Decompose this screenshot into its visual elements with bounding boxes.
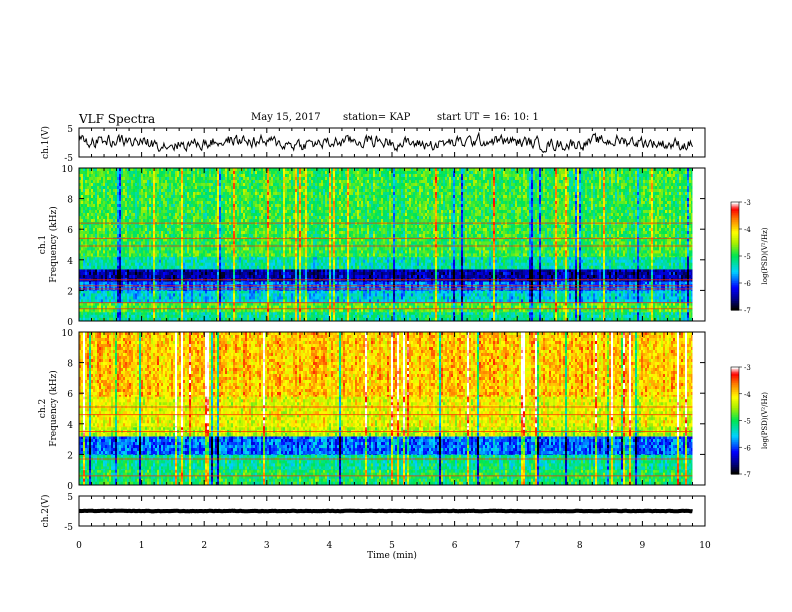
vlf-spectra-chart: 5-55-502468100246810ch.1(V)ch.1Frequency… — [0, 0, 792, 612]
ch1-spectrogram-heatmap — [79, 168, 705, 321]
